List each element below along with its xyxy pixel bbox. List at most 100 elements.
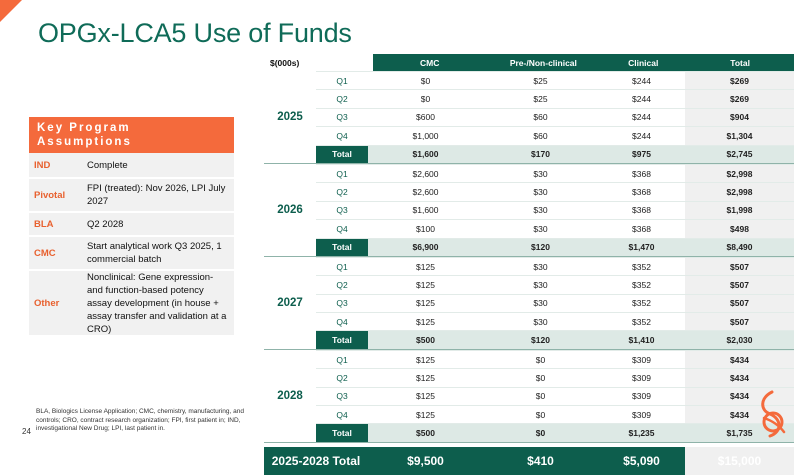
assumption-row-pivotal: Pivotal FPI (treated): Nov 2026, LPI Jul… bbox=[29, 179, 234, 213]
assumption-row-bla: BLA Q2 2028 bbox=[29, 213, 234, 237]
year-label: 2025 bbox=[277, 110, 303, 123]
cell-cmc: $2,600 bbox=[412, 168, 439, 179]
cell-cmc: $6,900 bbox=[412, 242, 439, 253]
cell-preclinical: $0 bbox=[535, 409, 546, 420]
page-title: OPGx-LCA5 Use of Funds bbox=[38, 18, 352, 48]
assumption-value: Q2 2028 bbox=[87, 218, 124, 230]
assumption-value: Start analytical work Q3 2025, 1 commerc… bbox=[87, 241, 222, 265]
cell-clinical: $975 bbox=[632, 149, 651, 160]
table-row: Q3 $125 $0 $309 $434 bbox=[316, 386, 794, 406]
key-assumptions-heading: Key Program Assumptions bbox=[29, 117, 234, 153]
cell-preclinical: $0 bbox=[535, 372, 546, 383]
table-row: Q4 $1,000 $60 $244 $1,304 bbox=[316, 126, 794, 145]
cell-clinical: $244 bbox=[632, 94, 651, 105]
cell-cmc: $125 bbox=[416, 372, 435, 383]
corner-accent-icon bbox=[0, 0, 22, 22]
unit-label: $(000s) bbox=[270, 57, 300, 68]
cell-preclinical: $30 bbox=[533, 205, 548, 216]
cell-total: $2,998 bbox=[685, 183, 794, 201]
cell-total: $498 bbox=[685, 220, 794, 238]
cell-total: $2,745 bbox=[685, 145, 794, 163]
row-label: Q1 bbox=[336, 261, 348, 272]
cell-clinical: $309 bbox=[632, 391, 651, 402]
row-label: Q3 bbox=[336, 391, 348, 402]
cell-clinical: $352 bbox=[632, 298, 651, 309]
cell-cmc: $125 bbox=[416, 316, 435, 327]
cell-preclinical: $120 bbox=[531, 242, 550, 253]
cell-cmc: $125 bbox=[416, 298, 435, 309]
row-label: Q1 bbox=[336, 354, 348, 365]
assumption-value: Complete bbox=[87, 159, 128, 171]
cell-total: $1,304 bbox=[685, 127, 794, 145]
cell-cmc: $500 bbox=[416, 335, 435, 346]
column-header-cmc: CMC bbox=[372, 54, 487, 71]
assumption-key: Other bbox=[34, 297, 60, 309]
cell-clinical: $368 bbox=[632, 205, 651, 216]
cell-cmc: $1,600 bbox=[412, 149, 439, 160]
table-row: Q3 $125 $30 $352 $507 bbox=[316, 293, 794, 313]
cell-total: $434 bbox=[685, 369, 794, 387]
year-label: 2027 bbox=[277, 296, 303, 309]
cell-total: $434 bbox=[685, 387, 794, 406]
cell-cmc: $125 bbox=[416, 261, 435, 272]
cell-preclinical: $120 bbox=[531, 335, 550, 346]
assumption-value: Nonclinical: Gene expression- and functi… bbox=[87, 271, 227, 335]
footnote: BLA, Biologics License Application; CMC,… bbox=[36, 408, 244, 432]
table-row: Q3 $600 $60 $244 $904 bbox=[316, 107, 794, 127]
year-total-row: Total $500 $120 $1,410 $2,030 bbox=[316, 330, 794, 349]
table-row: Q1 $125 $30 $352 $507 bbox=[316, 256, 794, 276]
row-label: Q4 bbox=[336, 223, 348, 234]
row-label: Q3 bbox=[336, 298, 348, 309]
cell-clinical: $368 bbox=[632, 223, 651, 234]
cell-total: $904 bbox=[685, 108, 794, 127]
row-label: Total bbox=[316, 145, 368, 163]
cell-preclinical: $30 bbox=[533, 261, 548, 272]
cell-cmc: $125 bbox=[416, 409, 435, 420]
cell-total: $507 bbox=[685, 257, 794, 276]
cell-total: $507 bbox=[685, 276, 794, 294]
assumption-key: IND bbox=[34, 159, 51, 171]
table-row: Q2 $0 $25 $244 $269 bbox=[316, 89, 794, 108]
assumption-key: Pivotal bbox=[34, 189, 66, 201]
cell-cmc: $0 bbox=[420, 75, 431, 86]
cell-clinical: $244 bbox=[632, 75, 651, 86]
assumption-key: BLA bbox=[34, 218, 54, 230]
cell-total: $507 bbox=[685, 313, 794, 331]
cell-cmc: $500 bbox=[416, 428, 435, 439]
table-row: Q2 $125 $30 $352 $507 bbox=[316, 275, 794, 294]
cell-preclinical: $0 bbox=[535, 428, 546, 439]
table-row: Q2 $2,600 $30 $368 $2,998 bbox=[316, 182, 794, 201]
cell-cmc: $1,000 bbox=[412, 130, 439, 141]
cell-cmc: $2,600 bbox=[412, 187, 439, 198]
cell-total: $269 bbox=[685, 72, 794, 90]
cell-clinical: $368 bbox=[632, 168, 651, 179]
year-block-2028: 2028 Q1 $125 $0 $309 $434 Q2 $125 $0 $309 $434 Q3 $1… bbox=[264, 349, 794, 443]
cell-clinical: $368 bbox=[632, 187, 651, 198]
table-row: Q3 $1,600 $30 $368 $1,998 bbox=[316, 200, 794, 220]
cell-clinical: $309 bbox=[632, 372, 651, 383]
cell-clinical: $352 bbox=[632, 316, 651, 327]
row-label: Q3 bbox=[336, 205, 348, 216]
assumption-row-ind: IND Complete bbox=[29, 153, 234, 179]
table-header: $(000s) CMC Pre-/Non-clinical Clinical T… bbox=[264, 54, 794, 71]
cell-cmc: $100 bbox=[416, 223, 435, 234]
page-number: 24 bbox=[22, 427, 31, 436]
cell-preclinical: $0 bbox=[535, 391, 546, 402]
table-row: Q1 $0 $25 $244 $269 bbox=[316, 71, 794, 90]
cell-clinical: $244 bbox=[632, 130, 651, 141]
row-label: Q4 bbox=[336, 130, 348, 141]
cell-clinical: $1,235 bbox=[628, 428, 655, 439]
cell-cmc: $125 bbox=[416, 391, 435, 402]
cell-clinical: $309 bbox=[632, 409, 651, 420]
row-label: Q4 bbox=[336, 409, 348, 420]
company-logo-icon bbox=[761, 390, 786, 438]
cell-total: $8,490 bbox=[685, 238, 794, 256]
key-assumptions-panel: Key Program Assumptions IND Complete Piv… bbox=[29, 117, 234, 337]
cell-preclinical: $0 bbox=[535, 354, 546, 365]
year-block-2025: 2025 Q1 $0 $25 $244 $269 Q2 $0 $25 $244 $269 Q3 $600… bbox=[264, 71, 794, 164]
assumption-row-other: Other Nonclinical: Gene expression- and … bbox=[29, 271, 234, 337]
cell-cmc: $125 bbox=[416, 354, 435, 365]
year-block-2027: 2027 Q1 $125 $30 $352 $507 Q2 $125 $30 $352 $507 Q3… bbox=[264, 256, 794, 350]
cell-clinical: $1,470 bbox=[628, 242, 655, 253]
cell-cmc: $125 bbox=[416, 279, 435, 290]
